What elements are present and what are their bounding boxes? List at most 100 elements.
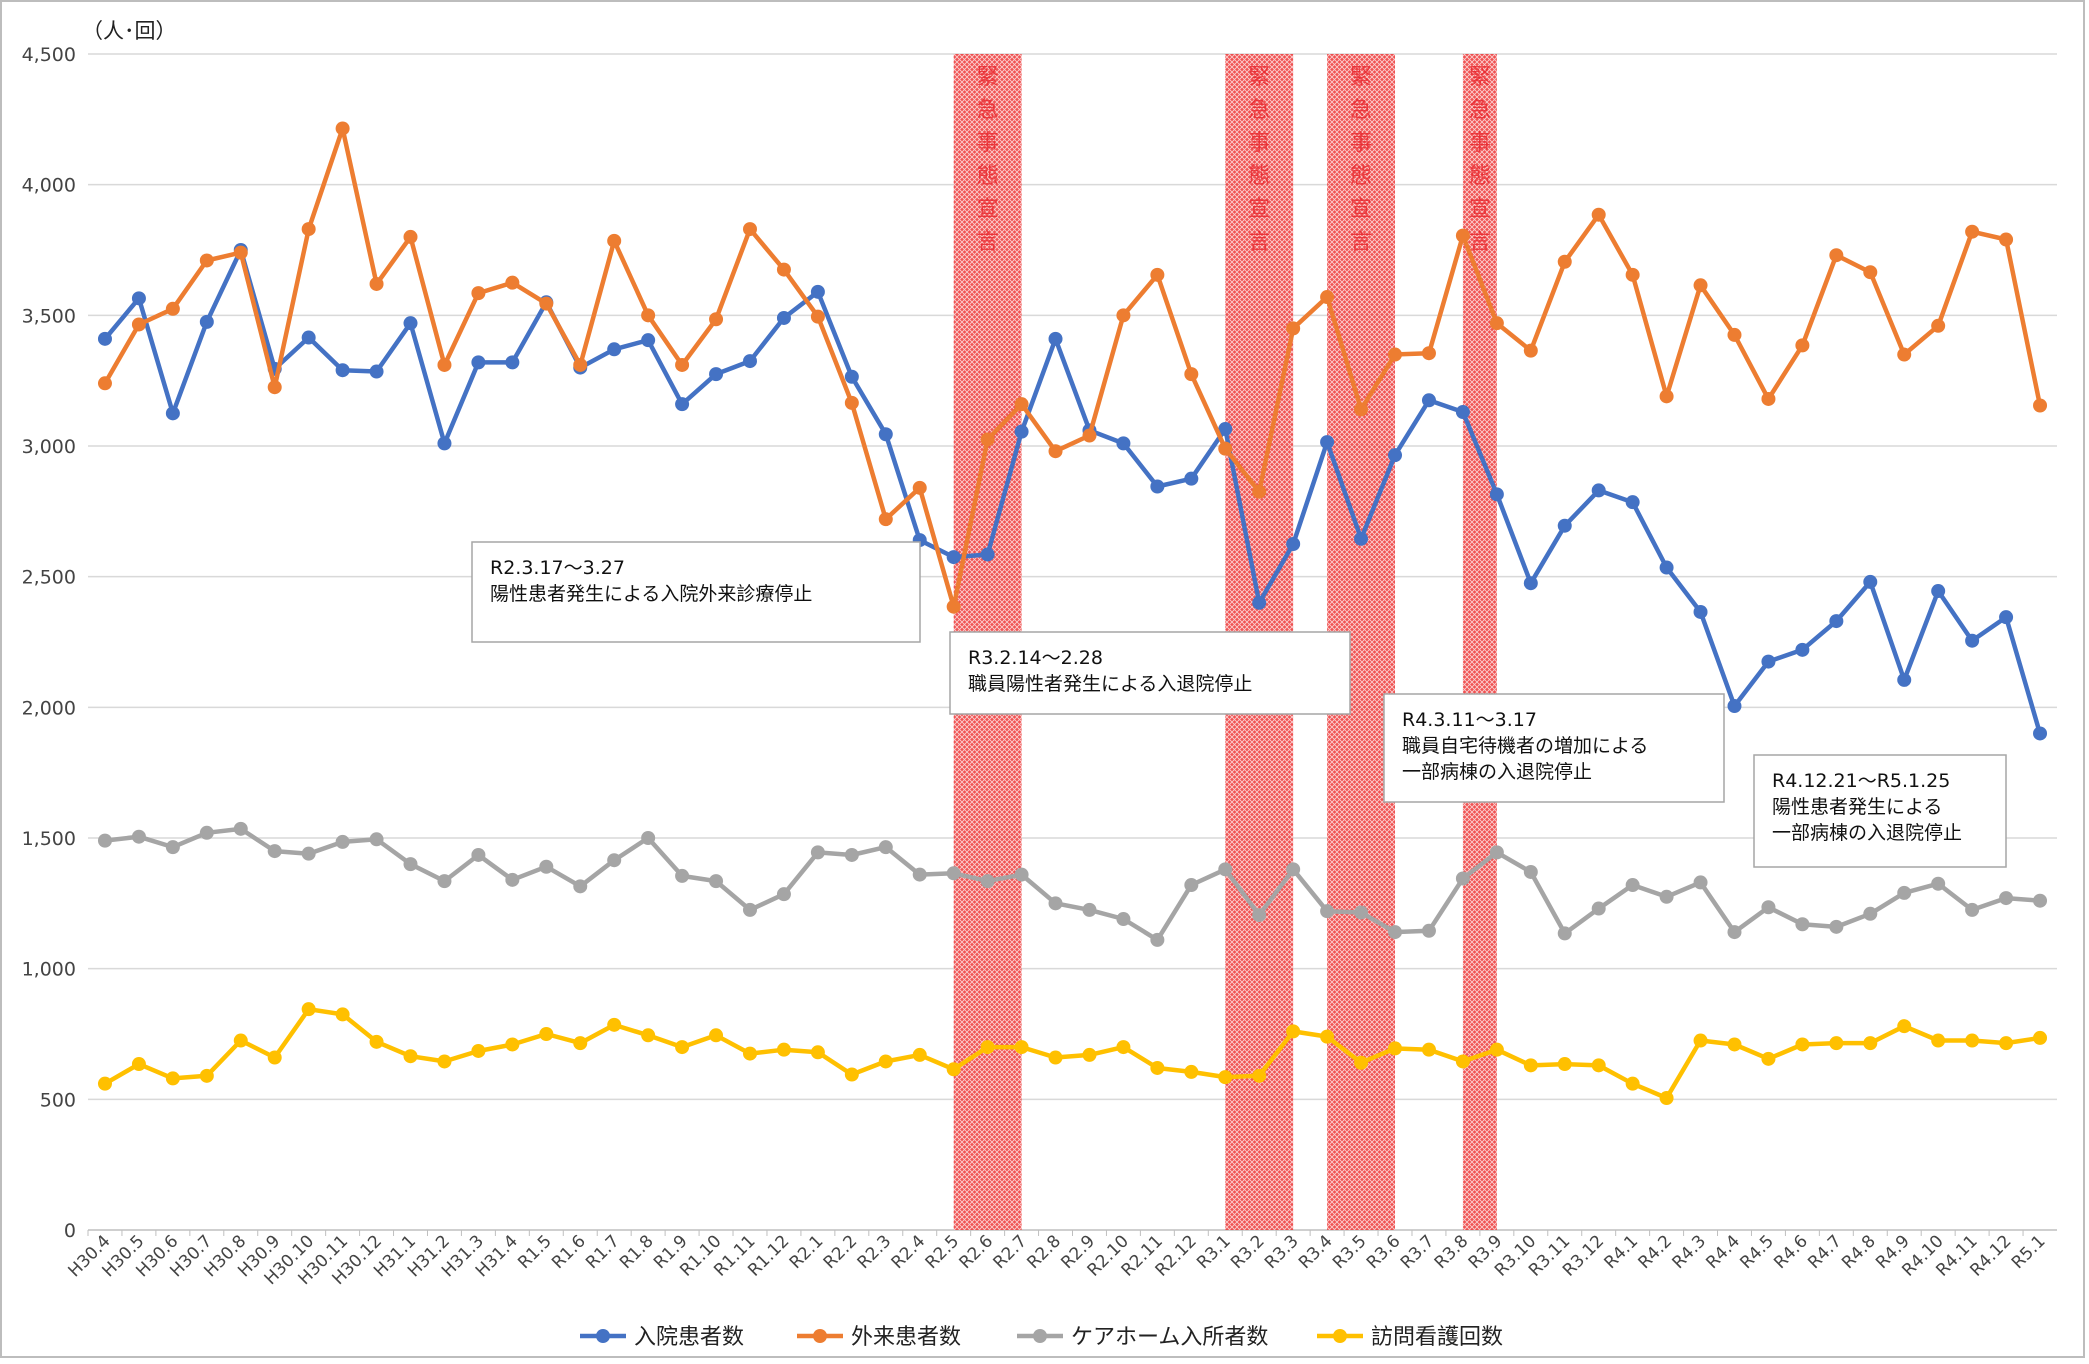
callout-text: R4.12.21～R5.1.25 [1772, 770, 1950, 792]
data-point [1625, 495, 1640, 510]
data-point [505, 872, 520, 887]
data-point [1693, 875, 1708, 890]
data-point [1829, 919, 1844, 934]
data-point [165, 1071, 180, 1086]
data-point [709, 874, 724, 889]
data-point [1320, 435, 1335, 450]
data-point [1489, 1042, 1504, 1057]
data-point [131, 1057, 146, 1072]
data-point [1252, 484, 1267, 499]
x-tick-label: R4.5 [1736, 1231, 1778, 1273]
data-point [1727, 925, 1742, 940]
x-tick-label: R3.4 [1295, 1231, 1337, 1273]
data-point [1829, 248, 1844, 263]
emergency-period-label-char: 急 [1350, 98, 1372, 123]
data-point [1388, 347, 1403, 362]
data-point [1286, 862, 1301, 877]
data-point [675, 1040, 690, 1055]
x-tick-label: R4.2 [1635, 1231, 1677, 1273]
data-point [742, 354, 757, 369]
data-point [199, 253, 214, 268]
x-tick-label: R2.5 [922, 1231, 964, 1273]
data-point [97, 331, 112, 346]
data-point [1489, 845, 1504, 860]
data-point [1455, 871, 1470, 886]
data-point [1354, 905, 1369, 920]
data-point [1557, 1057, 1572, 1072]
data-point [1252, 908, 1267, 923]
data-point [1523, 1058, 1538, 1073]
data-point [233, 1033, 248, 1048]
data-point [946, 866, 961, 881]
x-tick-label: R1.7 [582, 1231, 624, 1273]
data-point [1082, 902, 1097, 917]
callout-text: R4.3.11～3.17 [1402, 709, 1537, 731]
emergency-period-label-char: 宣 [977, 197, 999, 222]
emergency-period-label-char: 事 [977, 131, 999, 156]
data-point [912, 480, 927, 495]
data-point [165, 406, 180, 421]
callout-text: 一部病棟の入退院停止 [1772, 822, 1962, 844]
data-point [607, 853, 622, 868]
legend-swatch-marker [596, 1329, 610, 1343]
data-point [1931, 1033, 1946, 1048]
series-line [104, 826, 2041, 943]
data-point [1489, 487, 1504, 502]
data-point [335, 121, 350, 136]
data-point [1388, 448, 1403, 463]
data-point [1048, 896, 1063, 911]
data-point [1150, 479, 1165, 494]
data-point [1320, 290, 1335, 305]
emergency-period-label-char: 事 [1248, 131, 1270, 156]
data-point [946, 599, 961, 614]
data-point [403, 316, 418, 331]
data-point [199, 825, 214, 840]
data-point [1489, 316, 1504, 331]
x-tick-label: R3.1 [1193, 1231, 1235, 1273]
data-point [776, 887, 791, 902]
data-point [1388, 925, 1403, 940]
data-point [742, 222, 757, 237]
x-tick-label: R1.5 [514, 1231, 556, 1273]
data-point [1320, 904, 1335, 919]
data-point [742, 1046, 757, 1061]
data-point [1897, 885, 1912, 900]
x-tick-label: R1.8 [616, 1231, 658, 1273]
data-point [912, 1047, 927, 1062]
data-point [1218, 441, 1233, 456]
data-point [1761, 900, 1776, 915]
emergency-period-label-char: 宣 [1469, 197, 1491, 222]
data-point [1965, 224, 1980, 239]
data-point [1795, 1037, 1810, 1052]
data-point [437, 436, 452, 451]
y-tick-label: 4,000 [22, 175, 76, 197]
data-point [912, 867, 927, 882]
data-point [1761, 391, 1776, 406]
data-point [1727, 327, 1742, 342]
x-tick-label: R3.2 [1227, 1231, 1269, 1273]
data-point [810, 1045, 825, 1060]
legend-label: ケアホーム入所者数 [1071, 1325, 1268, 1350]
emergency-period-label-char: 緊 [977, 65, 999, 90]
data-point [471, 847, 486, 862]
x-tick-label: R3.3 [1261, 1231, 1303, 1273]
data-point [1421, 923, 1436, 938]
data-point [844, 395, 859, 410]
data-point [573, 357, 588, 372]
data-point [369, 832, 384, 847]
y-tick-label: 1,000 [22, 959, 76, 981]
emergency-period-label-char: 態 [1469, 164, 1491, 189]
data-point [369, 1034, 384, 1049]
data-point [131, 317, 146, 332]
data-point [1320, 1029, 1335, 1044]
data-point [1286, 321, 1301, 336]
emergency-period-label-char: 態 [1248, 164, 1270, 189]
data-point [267, 844, 282, 859]
data-point [1523, 343, 1538, 358]
data-point [1795, 917, 1810, 932]
data-point [233, 245, 248, 260]
data-point [1659, 389, 1674, 404]
series-lines [97, 121, 2048, 1106]
emergency-period-label-char: 緊 [1248, 65, 1270, 90]
data-point [1863, 1036, 1878, 1051]
